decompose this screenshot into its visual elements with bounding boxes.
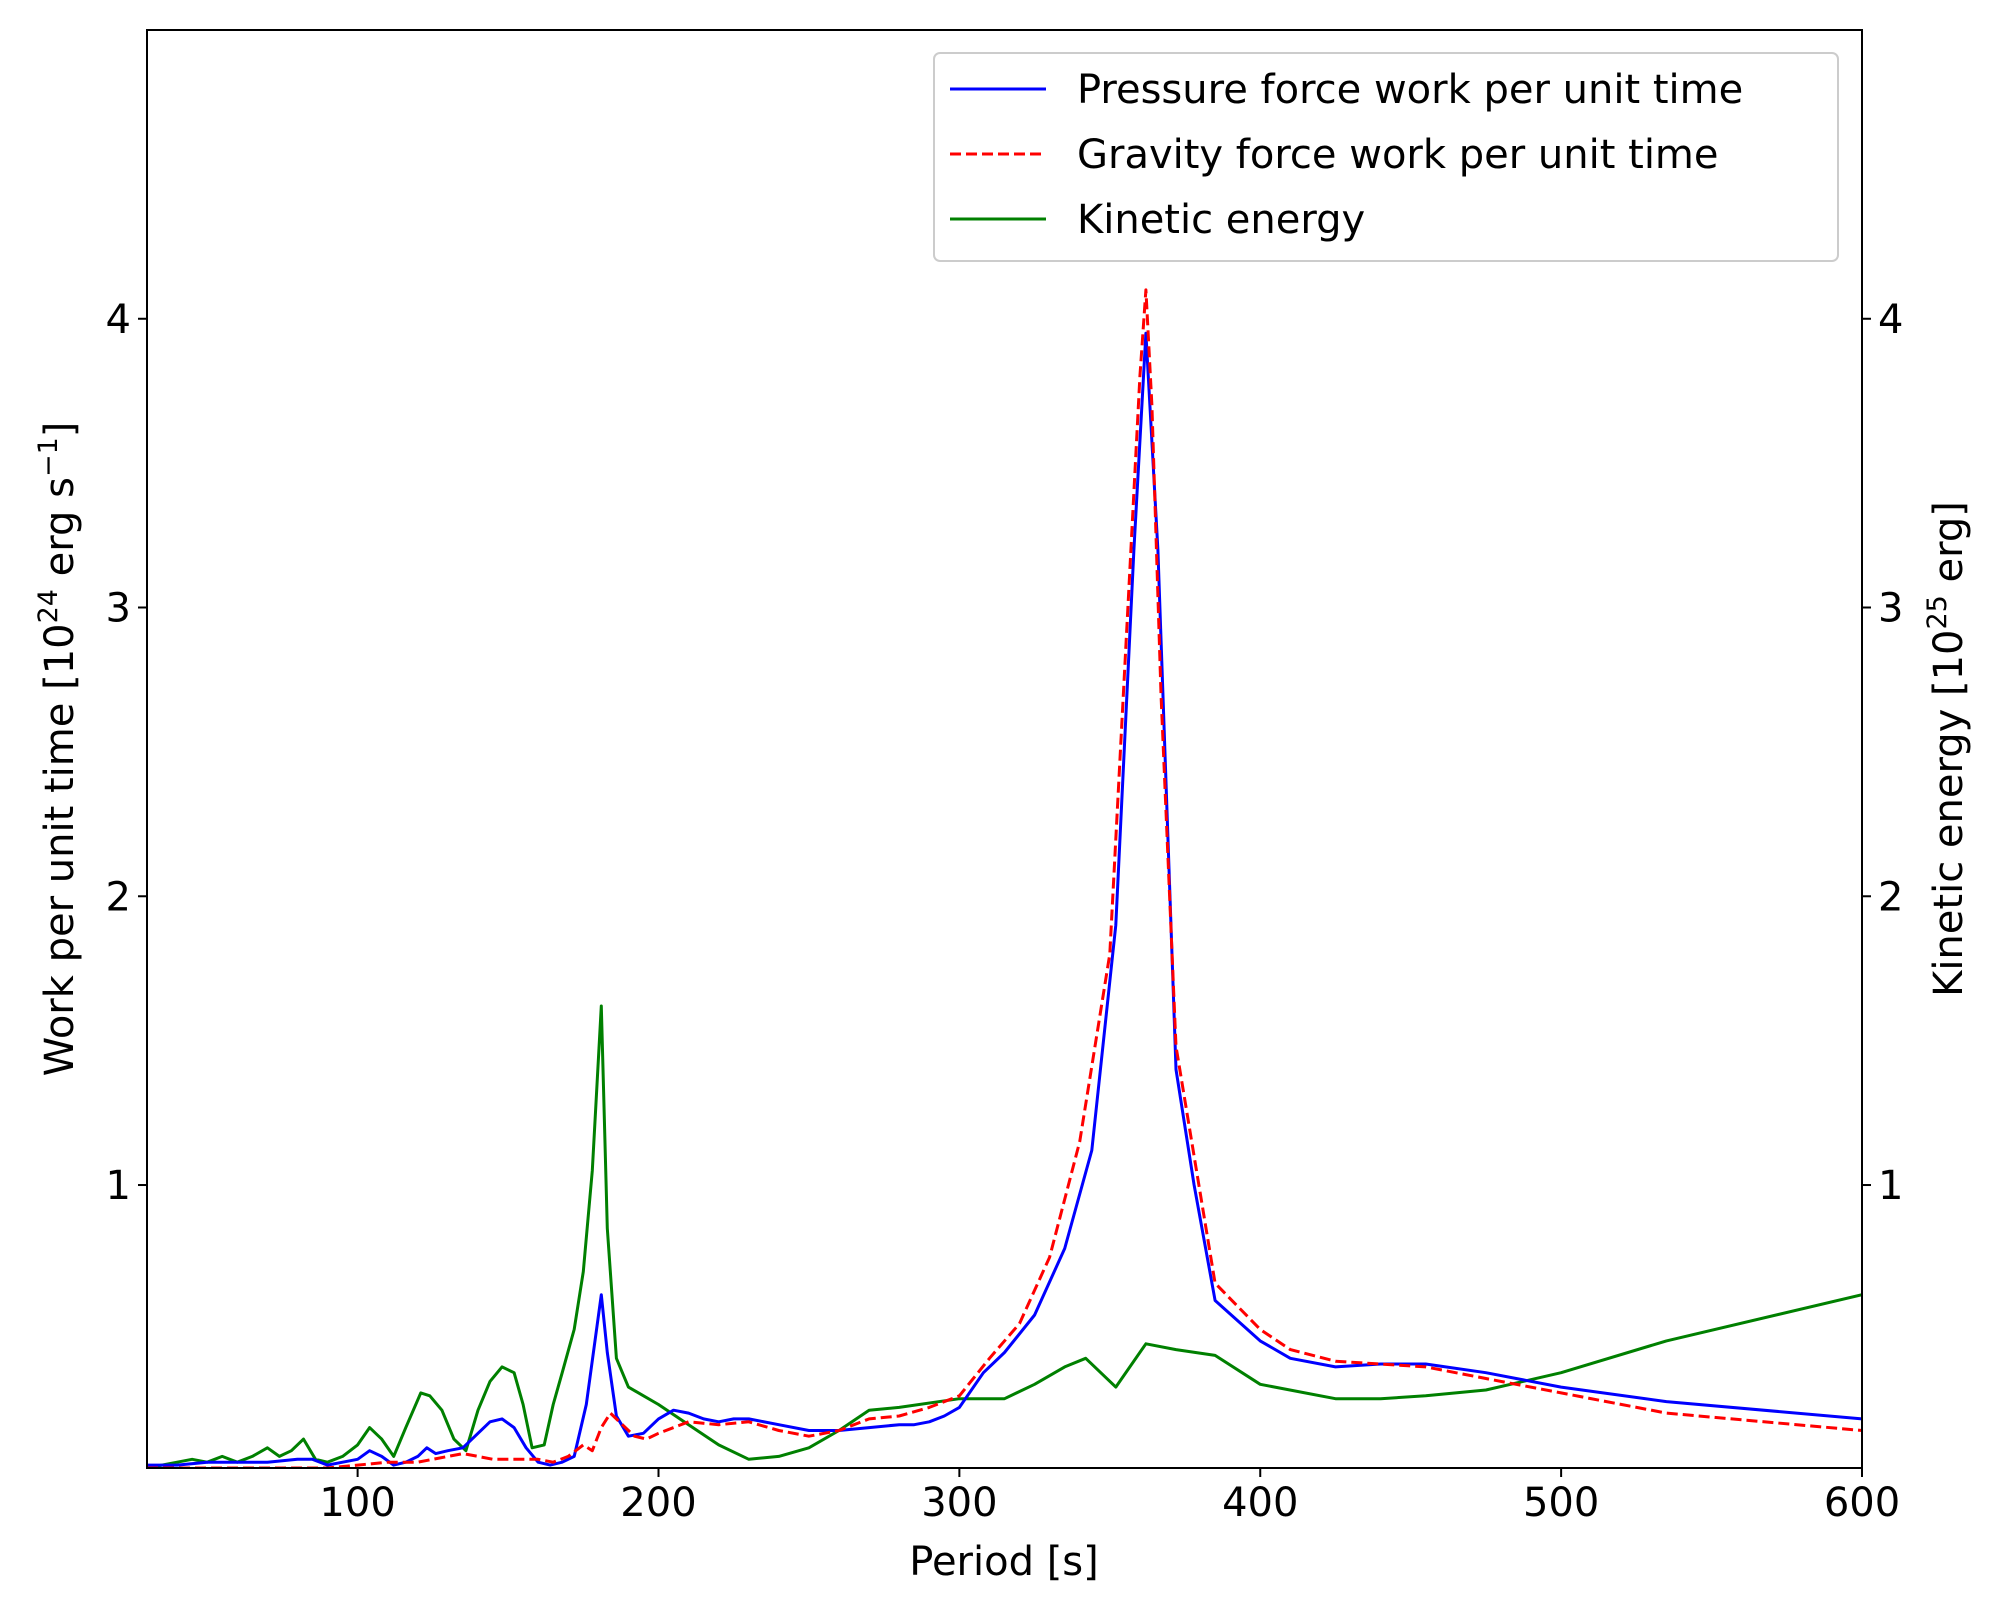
y-right-tick-label: 3 — [1878, 586, 1903, 632]
y-left-tick-label: 2 — [106, 874, 131, 920]
y-right-tick-label: 4 — [1878, 297, 1903, 343]
legend-label-gravity: Gravity force work per unit time — [1077, 132, 1719, 178]
x-tick-label: 600 — [1824, 1480, 1900, 1526]
x-tick-label: 300 — [921, 1480, 997, 1526]
legend-label-kinetic: Kinetic energy — [1077, 197, 1365, 243]
y-right-tick-label: 2 — [1878, 874, 1903, 920]
x-tick-label: 400 — [1222, 1480, 1298, 1526]
plot-frame — [146, 29, 1863, 1469]
y-axis-left-label: Work per unit time [1024 erg s−1] — [33, 422, 83, 1077]
x-axis-ticks: 100 200 300 400 500 600 — [319, 1468, 1900, 1526]
x-axis-label: Period [s] — [909, 1539, 1099, 1585]
x-tick-label: 500 — [1523, 1480, 1599, 1526]
legend: Pressure force work per unit time Gravit… — [933, 52, 1839, 262]
x-tick-label: 100 — [319, 1480, 395, 1526]
legend-box — [933, 52, 1839, 262]
plot-frame-border — [146, 29, 1863, 1469]
y-right-tick-label: 1 — [1878, 1163, 1903, 1209]
series-line-gravity — [147, 288, 1862, 1468]
series-line-kinetic — [147, 1004, 1862, 1468]
y-left-tick-label: 1 — [106, 1163, 131, 1209]
series-layer — [147, 288, 1862, 1468]
y-left-tick-label: 3 — [106, 586, 131, 632]
legend-label-pressure: Pressure force work per unit time — [1077, 67, 1743, 113]
y-axis-right-ticks: 1 2 3 4 — [1862, 297, 1903, 1209]
y-axis-right-label: Kinetic energy [1025 erg] — [1922, 501, 1972, 997]
y-axis-left-ticks: 1 2 3 4 — [106, 297, 147, 1209]
y-left-tick-label: 4 — [106, 297, 131, 343]
x-tick-label: 200 — [620, 1480, 696, 1526]
